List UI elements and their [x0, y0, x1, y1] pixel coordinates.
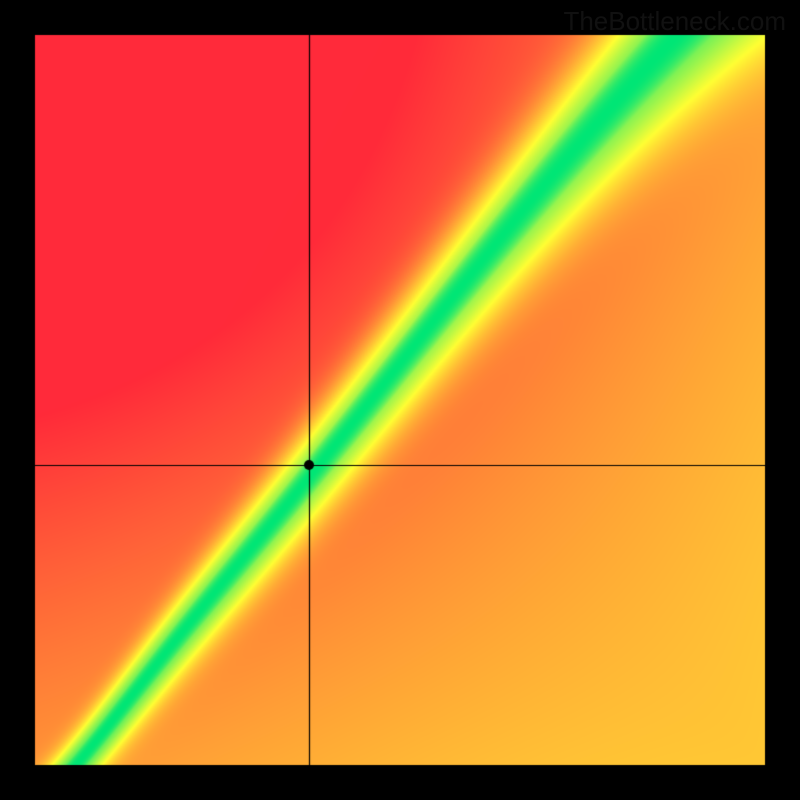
bottleneck-heatmap — [0, 0, 800, 800]
watermark: TheBottleneck.com — [563, 6, 786, 37]
